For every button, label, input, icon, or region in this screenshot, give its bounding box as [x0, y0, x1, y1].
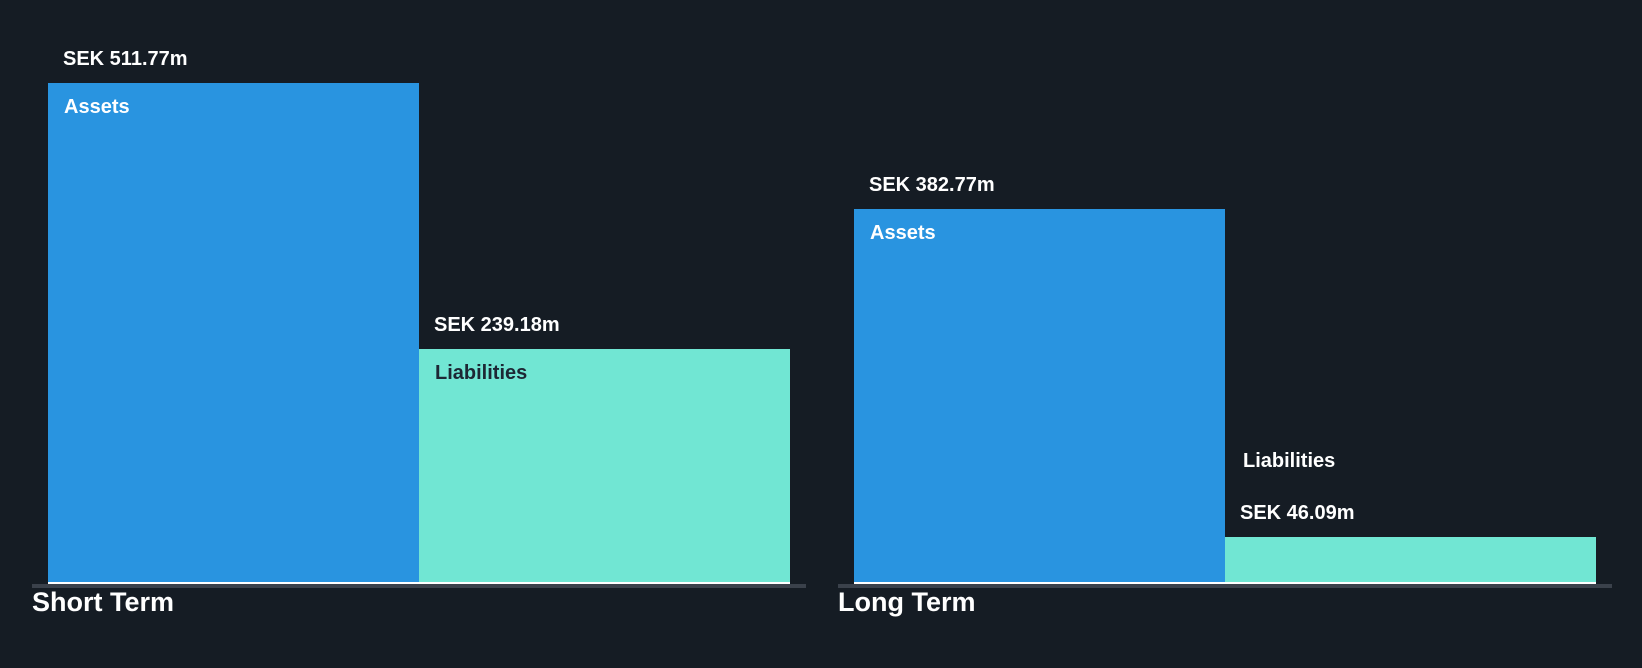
short-term-liabilities-bar[interactable]: [419, 349, 790, 584]
short-term-liabilities-value-label: SEK 239.18m: [434, 314, 560, 336]
short-term-group-title: Short Term: [32, 587, 175, 617]
long-term-group-title: Long Term: [838, 587, 976, 617]
short-term-assets-bar[interactable]: [48, 83, 419, 584]
short-term-x-axis-line: [32, 584, 806, 588]
long-term-x-axis-line: [838, 584, 1612, 588]
long-term-liabilities-bar[interactable]: [1225, 537, 1596, 584]
long-term-assets-bar-label: Assets: [870, 222, 936, 244]
short-term-liabilities-bar-label: Liabilities: [435, 362, 528, 384]
long-term-liabilities-value-label: SEK 46.09m: [1240, 502, 1355, 524]
short-term-assets-bar-label: Assets: [64, 96, 130, 118]
long-term-assets-value-label: SEK 382.77m: [869, 174, 995, 196]
long-term-liabilities-bar-label: Liabilities: [1243, 450, 1336, 472]
long-term-assets-bar[interactable]: [854, 209, 1225, 584]
short-term-assets-value-label: SEK 511.77m: [63, 48, 188, 70]
